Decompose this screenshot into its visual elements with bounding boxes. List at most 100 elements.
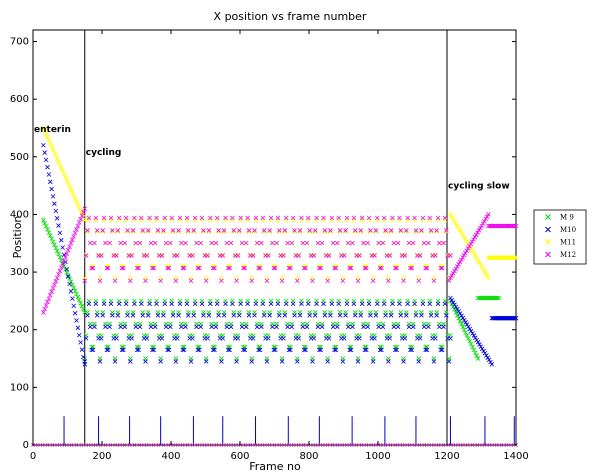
data-point [195,347,201,353]
x-tick-label: 1000 [365,451,390,462]
data-point [297,229,303,235]
region-divider-lines [84,30,448,445]
y-axis-label: Position [11,216,24,259]
data-point [365,324,370,330]
data-point [456,225,461,231]
data-point [183,240,188,246]
data-point [350,324,355,330]
data-point [49,186,54,192]
data-point [92,240,97,246]
data-point [231,229,237,235]
data-point [132,215,137,221]
data-point [464,248,469,253]
data-point [199,215,205,221]
data-point [268,301,274,307]
data-point [457,311,463,316]
data-point [243,443,248,447]
data-point [81,354,86,360]
data-point [376,324,381,330]
data-point [64,251,70,256]
data-point [381,215,387,221]
data-point [61,171,67,177]
data-point [231,228,237,233]
data-point [151,347,157,353]
x-tick-label: 400 [161,451,180,462]
data-point [388,228,394,233]
data-point [467,326,473,332]
data-point [50,443,55,447]
data-point [188,278,194,284]
data-point [47,141,53,146]
data-point [225,347,231,353]
data-point [119,265,125,271]
data-point [57,230,63,236]
data-point [366,301,372,307]
data-point [116,215,122,221]
data-point [401,278,406,284]
data-point [239,324,245,330]
data-point [121,347,126,353]
data-point [421,324,427,330]
data-point [139,301,144,307]
data-point [216,313,221,318]
data-point [352,313,358,318]
data-point [53,245,59,251]
legend-label: M12 [560,251,576,259]
data-point [441,240,446,246]
data-point [267,229,272,235]
data-point [59,237,64,243]
data-point [394,265,399,271]
data-point [82,217,88,223]
data-point [473,255,479,260]
data-point [499,443,504,447]
data-point [355,278,361,284]
data-point [79,347,85,352]
data-point [307,229,312,235]
data-point [184,215,190,221]
data-point [253,215,259,221]
data-point [154,215,159,221]
data-point [300,324,306,330]
data-point [422,443,427,447]
data-point [112,359,118,364]
data-point [54,156,60,162]
data-point [250,336,256,341]
data-point [297,228,303,233]
data-point [483,271,488,276]
data-point [495,295,500,301]
data-point [456,261,461,267]
data-point [348,347,354,353]
data-point [41,142,46,148]
data-point [318,347,324,353]
data-point [56,223,61,228]
data-point [43,131,49,137]
data-point [68,279,74,284]
data-point [132,443,137,447]
data-point [328,313,333,318]
data-point [370,359,376,364]
data-point [133,324,139,330]
data-point [87,324,93,330]
data-point [84,443,88,447]
data-point [158,359,163,364]
data-point [267,228,272,233]
data-point [103,240,108,246]
data-point [243,240,249,246]
data-point [155,228,161,233]
data-point [471,237,476,242]
data-point [428,229,434,235]
data-point [151,265,157,271]
data-point [292,443,296,447]
data-point [177,215,183,221]
data-point [168,240,173,246]
data-point [275,215,281,221]
data-point [407,443,412,447]
data-point [219,359,224,364]
data-point [230,215,235,221]
data-point [312,229,318,235]
data-point [439,265,445,271]
data-point [321,301,326,307]
data-point [344,301,350,307]
data-point [122,324,128,330]
data-point [271,265,277,271]
